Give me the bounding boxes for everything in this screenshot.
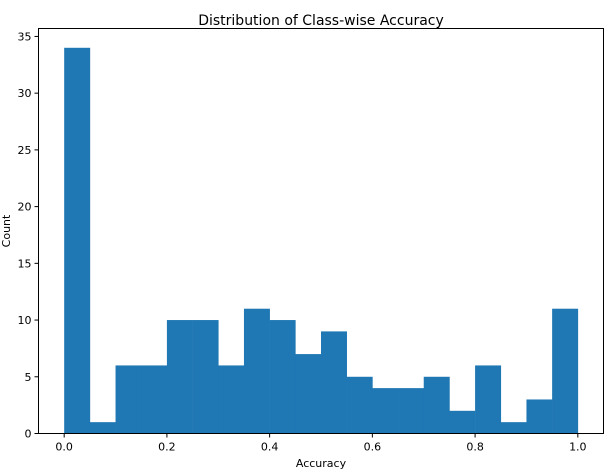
histogram-bar (269, 320, 296, 434)
histogram-bar (423, 376, 450, 434)
histogram-bar (526, 399, 553, 434)
histogram-bar (115, 365, 142, 434)
histogram-bar (295, 354, 322, 434)
y-tick-label: 0 (25, 428, 32, 441)
histogram-bar (500, 422, 527, 434)
y-tick-label: 35 (18, 30, 32, 43)
histogram-bar (475, 365, 502, 434)
histogram-bar (398, 388, 425, 434)
y-tick-label: 30 (18, 87, 32, 100)
histogram-bar (346, 376, 373, 434)
x-tick-label: 0.8 (466, 441, 484, 454)
y-tick-label: 25 (18, 144, 32, 157)
histogram-bar (89, 422, 116, 434)
histogram-bar (64, 47, 91, 434)
x-tick-label: 0.0 (55, 441, 73, 454)
x-axis-label: Accuracy (296, 457, 347, 470)
x-tick-label: 0.2 (158, 441, 176, 454)
histogram-bar (141, 365, 168, 434)
histogram-bar (166, 320, 193, 434)
x-tick-label: 0.6 (364, 441, 382, 454)
histogram-bar (321, 331, 347, 434)
y-tick-label: 10 (18, 314, 32, 327)
plot-frame (38, 28, 604, 434)
chart-title: Distribution of Class-wise Accuracy (198, 13, 444, 29)
histogram-bar (449, 410, 476, 434)
histogram-bar (218, 365, 245, 434)
histogram-bar (192, 320, 219, 434)
y-ticks: 0 5 10 15 20 25 30 35 (18, 30, 39, 441)
bars-group (64, 47, 579, 434)
y-tick-label: 15 (18, 257, 32, 270)
x-tick-label: 1.0 (569, 441, 587, 454)
y-tick-label: 20 (18, 201, 32, 214)
histogram-bar (552, 308, 579, 434)
y-tick-label: 5 (25, 371, 32, 384)
histogram-bar (372, 388, 399, 434)
x-ticks: 0.0 0.2 0.4 0.6 0.8 1.0 (55, 433, 587, 454)
histogram-bar (243, 308, 270, 434)
y-axis-label: Count (0, 214, 13, 247)
x-tick-label: 0.4 (261, 441, 279, 454)
